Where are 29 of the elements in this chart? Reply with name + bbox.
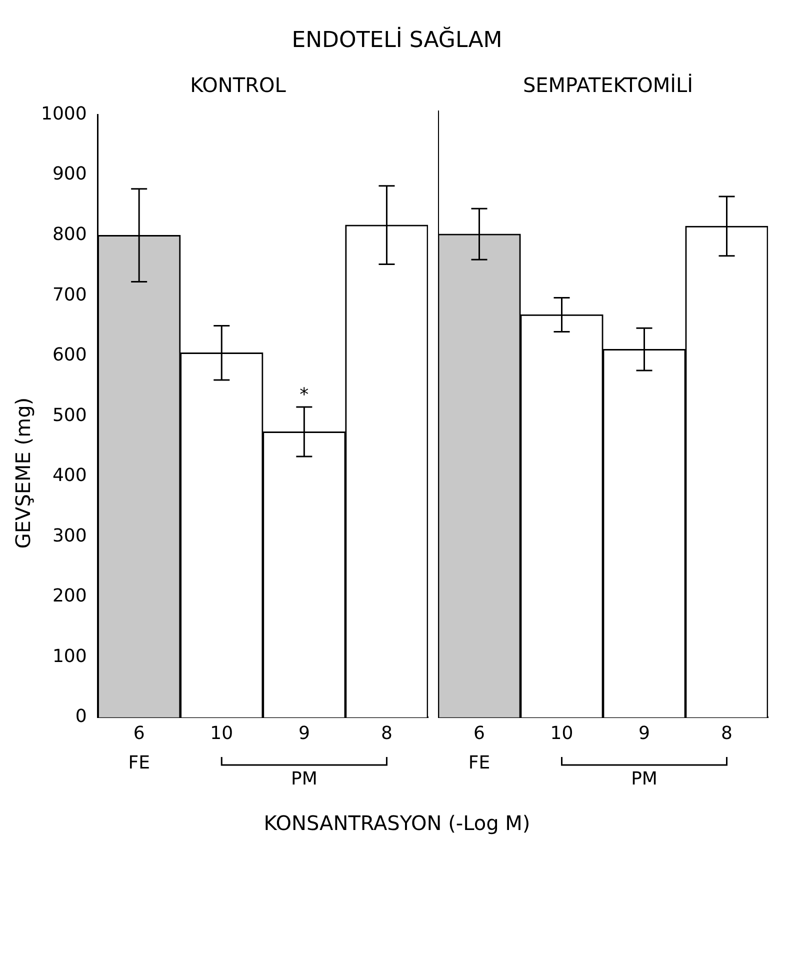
x-tick-label: 10: [550, 722, 574, 744]
y-tick-label: 300: [52, 525, 87, 546]
text: PM: [290, 768, 318, 790]
x-tick-label: 6: [133, 722, 145, 744]
y-tick-label: 0: [75, 706, 87, 728]
y-tick-label: 100: [52, 646, 87, 667]
annotation: *: [300, 384, 309, 406]
x-tick-label: 9: [298, 722, 310, 744]
y-tick-label: 500: [52, 404, 87, 426]
text: FE: [468, 752, 490, 774]
x-tick-label: 9: [638, 722, 650, 744]
text: PM: [631, 768, 658, 790]
y-tick-label: 800: [52, 224, 87, 245]
x-tick-label: 8: [381, 722, 392, 744]
text: FE: [128, 752, 150, 774]
y-tick-label: 400: [52, 465, 87, 486]
y-tick-label: 1000: [40, 103, 87, 124]
y-tick-label: 700: [52, 284, 87, 306]
x-axis-title: KONSANTRASYON (-Log M): [262, 811, 532, 835]
x-tick-label: 6: [474, 722, 485, 744]
y-tick-label: 900: [52, 164, 87, 185]
y-tick-label: 200: [52, 586, 87, 607]
y-axis-title: GEVŞEME (mg): [11, 397, 35, 549]
chart-subtitle: KONTROL: [190, 73, 286, 97]
chart-title: ENDOTELİ SAĞLAM: [290, 26, 504, 55]
x-tick-label: 10: [210, 722, 234, 744]
chart-subtitle: SEMPATEKTOMİLİ: [522, 73, 694, 97]
x-tick-label: 8: [721, 722, 732, 744]
y-tick-label: 600: [52, 344, 87, 366]
